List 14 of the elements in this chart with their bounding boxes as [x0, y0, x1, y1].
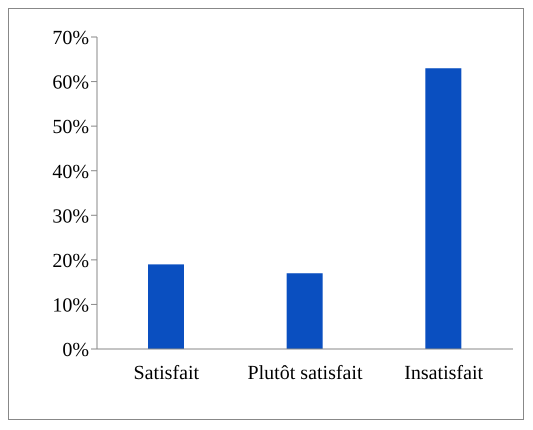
- y-tick-label: 70%: [52, 27, 89, 50]
- x-tick-label: Insatisfait: [404, 362, 484, 384]
- y-tick-label: 60%: [52, 72, 89, 94]
- y-tick-label: 30%: [52, 205, 89, 228]
- y-tick-label: 20%: [52, 250, 89, 272]
- y-tick-label: 40%: [52, 160, 89, 183]
- y-tick-label: 0%: [62, 339, 89, 362]
- bar: [148, 264, 184, 349]
- y-tick-label: 10%: [52, 294, 89, 317]
- x-tick-label: Satisfait: [134, 362, 200, 384]
- bar: [286, 273, 323, 349]
- y-tick-label: 50%: [52, 116, 89, 138]
- bar: [425, 68, 462, 349]
- x-tick-label: Plutôt satisfait: [248, 362, 363, 384]
